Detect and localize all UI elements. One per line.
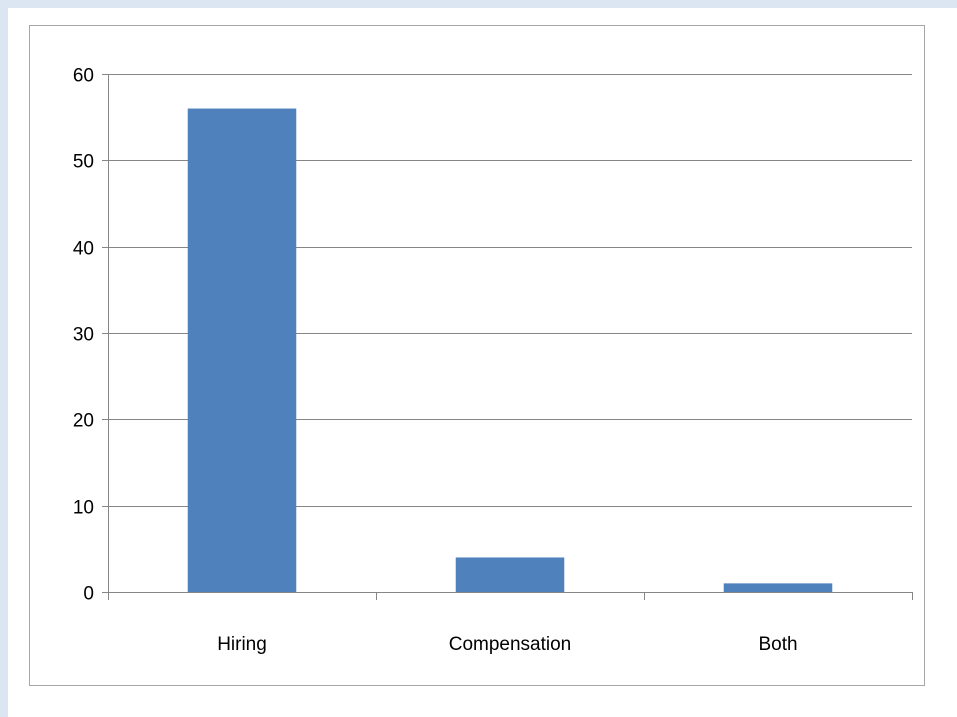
y-tick-label: 20 (73, 411, 94, 432)
y-tick-label: 60 (73, 66, 94, 87)
x-tick-labels: Hiring Compensation Both (217, 634, 797, 655)
y-tick-label: 10 (73, 498, 94, 519)
x-tick-label: Both (758, 634, 797, 655)
y-tick-label: 0 (83, 584, 94, 605)
axes (102, 74, 913, 600)
bar-hiring (187, 108, 297, 593)
x-tick-label: Compensation (449, 634, 572, 655)
y-tick-labels: 0 10 20 30 40 50 60 (73, 66, 94, 605)
bar-compensation (455, 557, 565, 592)
bars (187, 108, 833, 593)
bar-both (723, 583, 833, 592)
x-tick-label: Hiring (217, 634, 267, 655)
y-tick-label: 50 (73, 152, 94, 173)
y-tick-label: 30 (73, 325, 94, 346)
y-tick-label: 40 (73, 239, 94, 260)
